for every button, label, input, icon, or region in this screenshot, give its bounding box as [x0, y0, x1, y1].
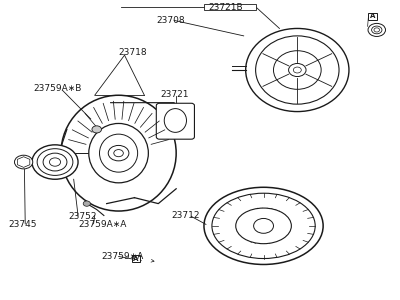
Ellipse shape: [100, 134, 138, 172]
Text: 23752: 23752: [68, 212, 97, 220]
Circle shape: [108, 146, 129, 161]
Bar: [204, 4, 256, 10]
Circle shape: [288, 64, 306, 76]
Ellipse shape: [89, 124, 148, 183]
Text: 23759A∗B: 23759A∗B: [33, 84, 82, 93]
Ellipse shape: [32, 145, 78, 179]
Text: 23721: 23721: [160, 90, 189, 99]
Ellipse shape: [256, 36, 339, 104]
Bar: [368, 13, 377, 20]
Text: 23718: 23718: [118, 48, 147, 57]
Text: A: A: [133, 256, 139, 262]
Text: 23745: 23745: [8, 220, 37, 230]
Circle shape: [114, 150, 123, 157]
Ellipse shape: [274, 51, 321, 89]
Text: 23721B: 23721B: [208, 3, 242, 12]
Ellipse shape: [164, 109, 186, 132]
Circle shape: [50, 158, 60, 166]
FancyBboxPatch shape: [156, 103, 194, 139]
Text: 23759A∗A: 23759A∗A: [79, 220, 127, 230]
Ellipse shape: [212, 193, 315, 259]
Circle shape: [372, 26, 382, 34]
Text: 23759∗A: 23759∗A: [102, 252, 144, 261]
Circle shape: [83, 201, 90, 206]
Text: A: A: [370, 13, 376, 19]
Ellipse shape: [204, 187, 323, 265]
Ellipse shape: [37, 149, 73, 176]
Ellipse shape: [246, 28, 349, 112]
Circle shape: [92, 126, 102, 133]
Circle shape: [14, 155, 33, 169]
Circle shape: [368, 23, 386, 37]
Bar: [132, 255, 140, 262]
Circle shape: [18, 158, 29, 166]
Polygon shape: [18, 157, 30, 167]
Circle shape: [254, 218, 274, 233]
Text: 23712: 23712: [172, 211, 200, 220]
Ellipse shape: [61, 95, 176, 211]
Ellipse shape: [43, 153, 67, 171]
Text: 23708: 23708: [156, 16, 185, 25]
Ellipse shape: [236, 208, 291, 244]
